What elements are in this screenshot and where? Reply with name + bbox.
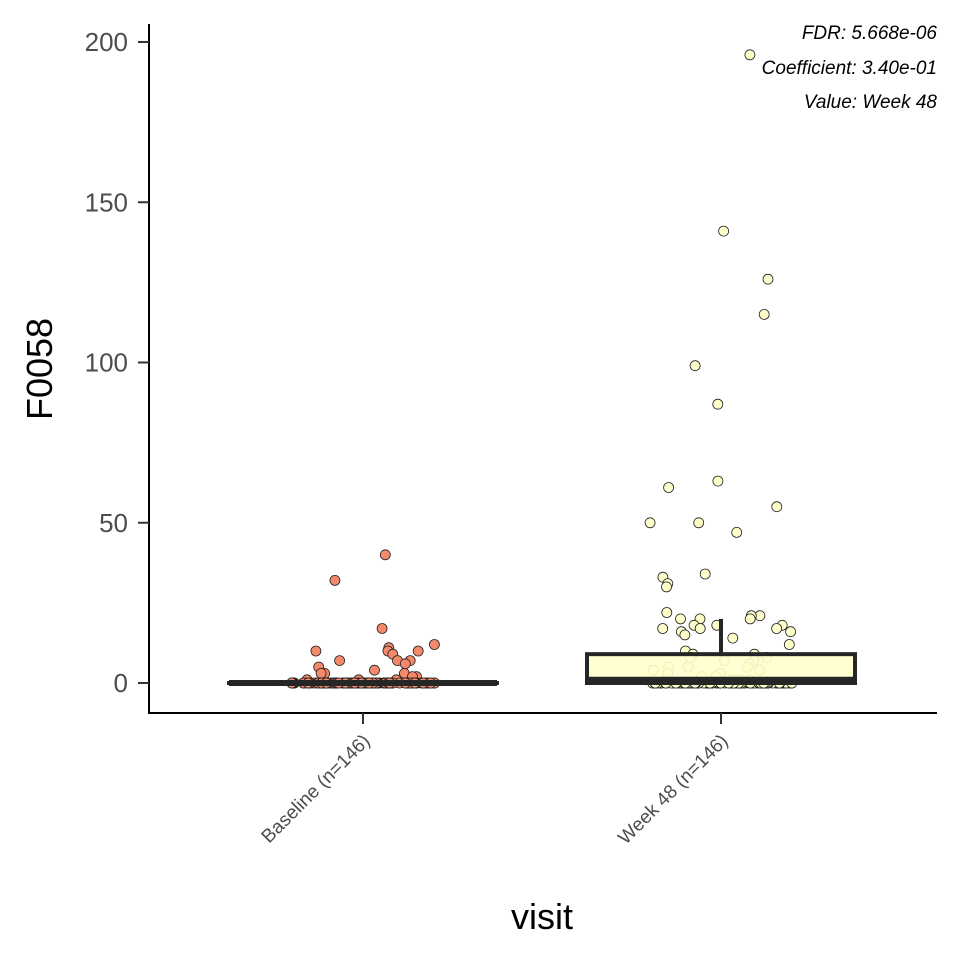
- data-point: [315, 668, 327, 679]
- points-layer: [286, 49, 798, 689]
- axes: [148, 24, 937, 714]
- data-point: [762, 273, 774, 285]
- data-point: [663, 482, 674, 493]
- data-point: [731, 527, 743, 538]
- data-point: [727, 632, 739, 644]
- data-point: [694, 623, 706, 634]
- y-tick-label: 50: [99, 508, 128, 538]
- y-tick-label: 0: [114, 668, 128, 698]
- data-point: [771, 501, 783, 513]
- annotation-fdr: FDR: 5.668e-06: [802, 23, 938, 44]
- data-point: [376, 623, 388, 634]
- x-tick-label: Baseline (n=146): [258, 731, 375, 848]
- data-point: [310, 645, 322, 657]
- data-point: [329, 575, 341, 586]
- data-point: [369, 664, 380, 676]
- data-point: [718, 225, 729, 237]
- data-point: [661, 607, 673, 618]
- data-point: [693, 517, 705, 529]
- data-point: [412, 645, 424, 657]
- x-tick-label: Week 48 (n=146): [614, 731, 732, 849]
- data-point: [379, 549, 391, 561]
- y-tick-label: 200: [85, 27, 128, 57]
- data-point: [675, 613, 686, 625]
- data-point: [712, 475, 724, 487]
- ticks: 0 50 100 150 200 Baseline (n=146) Week 48 (n=1…: [85, 27, 733, 849]
- data-point: [399, 658, 411, 670]
- data-point: [744, 49, 756, 61]
- data-point: [785, 626, 796, 638]
- data-point: [644, 517, 656, 529]
- data-point: [758, 308, 770, 320]
- data-point: [679, 629, 691, 641]
- annotation-coefficient: Coefficient: 3.40e-01: [762, 58, 937, 79]
- data-point: [689, 360, 701, 372]
- data-point: [657, 623, 669, 634]
- data-point: [744, 613, 756, 625]
- y-tick-label: 150: [85, 187, 128, 217]
- y-tick-label: 100: [85, 348, 128, 378]
- data-point: [699, 568, 711, 580]
- data-point: [661, 581, 672, 593]
- y-axis-title: F0058: [19, 318, 60, 420]
- data-point: [771, 623, 782, 634]
- box-1: [585, 618, 857, 686]
- data-point: [783, 639, 795, 650]
- annotation-value: Value: Week 48: [804, 92, 938, 113]
- data-point: [428, 639, 440, 650]
- data-point: [334, 655, 346, 666]
- box-layer: [227, 618, 857, 686]
- data-point: [712, 398, 724, 410]
- x-axis-title: visit: [511, 896, 573, 937]
